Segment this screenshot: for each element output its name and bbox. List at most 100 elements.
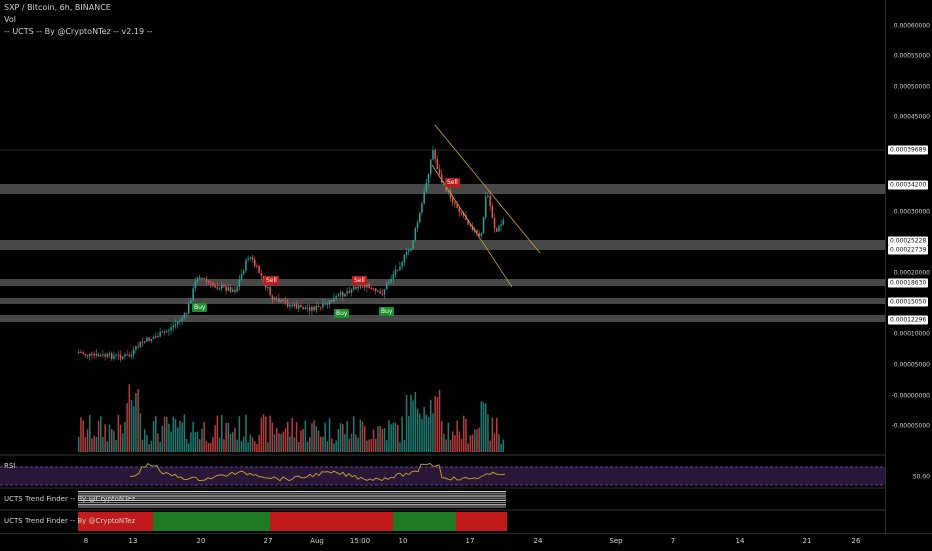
- candle-body: [196, 277, 199, 282]
- trend-cell: [426, 512, 429, 531]
- time-tick: 17: [465, 537, 475, 545]
- trend-cell: [222, 512, 225, 531]
- candle-body: [350, 289, 353, 293]
- volume-bar: [306, 441, 309, 452]
- candle-body: [251, 257, 254, 260]
- candle-body: [471, 226, 474, 231]
- volume-bar: [375, 438, 377, 452]
- trend-cell: [171, 512, 174, 531]
- trend-cell: [435, 512, 438, 531]
- candle-body: [80, 351, 82, 353]
- trend-cell: [390, 512, 393, 531]
- trend-cell: [273, 512, 276, 531]
- volume-bar: [126, 403, 128, 452]
- volume-bar: [441, 421, 443, 452]
- price-axis[interactable]: 0.00060000 0.00055000 0.00050000 0.00045…: [885, 0, 932, 533]
- candle-body: [366, 283, 368, 288]
- volume-bar: [163, 416, 166, 452]
- candle-body: [146, 337, 148, 342]
- volume-bar: [199, 439, 201, 452]
- trend-cell: [378, 512, 381, 531]
- volume-bar: [95, 437, 98, 452]
- candle-body: [502, 220, 505, 225]
- trend-cell: [183, 512, 186, 531]
- price-chart-svg[interactable]: [0, 0, 885, 533]
- volume-bar: [102, 436, 104, 452]
- volume-bar: [423, 406, 425, 452]
- candle-body: [111, 353, 113, 359]
- trend-stripe: [78, 502, 506, 504]
- candle-body: [223, 285, 225, 287]
- candle-body: [403, 254, 406, 263]
- trend-cell: [195, 512, 198, 531]
- trend-cell: [105, 512, 108, 531]
- volume-bar: [212, 437, 214, 452]
- candle-body: [108, 353, 111, 355]
- candle-body: [207, 281, 210, 283]
- volume-bar: [89, 414, 91, 452]
- volume-bar: [78, 436, 80, 452]
- trend-cell: [219, 512, 222, 531]
- trend-cell: [138, 512, 141, 531]
- candle-body: [194, 281, 197, 289]
- candle-body: [353, 286, 355, 290]
- trend-cell: [132, 512, 135, 531]
- candle-body: [421, 203, 423, 213]
- candle-body: [485, 196, 487, 218]
- trend-cell: [480, 512, 483, 531]
- candle-body: [496, 228, 498, 232]
- candle-body: [236, 286, 238, 292]
- candle-body: [449, 190, 452, 198]
- time-axis[interactable]: 8 13 20 27 Aug 15:00 10 17 24 Sep 7 14 2…: [0, 533, 932, 551]
- candle-body: [273, 297, 276, 300]
- candle-body: [287, 302, 289, 307]
- candle-body: [298, 305, 300, 309]
- volume-bar: [91, 438, 93, 452]
- candle-body: [306, 307, 309, 309]
- trend-cell: [144, 512, 147, 531]
- candle-body: [487, 195, 489, 197]
- candle-body: [432, 150, 434, 160]
- candle-body: [117, 354, 120, 356]
- trendline-upper: [434, 124, 541, 254]
- volume-bar: [247, 442, 249, 452]
- volume-bar: [137, 389, 139, 452]
- volume-bar: [148, 443, 150, 452]
- volume-bar: [445, 439, 447, 452]
- candle-body: [476, 229, 478, 233]
- trend-cell: [150, 512, 153, 531]
- candle-body: [159, 331, 161, 337]
- volume-bar: [291, 418, 293, 452]
- trend-cell: [420, 512, 423, 531]
- symbol-title: SXP / Bitcoin, 6h, BINANCE: [4, 3, 111, 12]
- candle-body: [163, 331, 166, 333]
- volume-bar: [185, 438, 188, 452]
- trend-cell: [303, 512, 306, 531]
- trend-cell: [327, 512, 330, 531]
- time-tick: 13: [128, 537, 138, 545]
- volume-bar: [256, 443, 258, 452]
- trend-cell: [423, 512, 426, 531]
- candle-body: [249, 257, 252, 259]
- volume-bar: [265, 416, 267, 452]
- price-tick: 0.00030000: [893, 208, 930, 216]
- candle-body: [377, 290, 379, 292]
- candle-body: [260, 273, 263, 276]
- chart-area[interactable]: SXP / Bitcoin, 6h, BINANCE Vol -- UCTS -…: [0, 0, 885, 533]
- trend-cell: [414, 512, 417, 531]
- time-tick: Sep: [609, 537, 623, 545]
- volume-bar: [469, 435, 472, 452]
- trend-cell: [489, 512, 492, 531]
- volume-bar: [287, 421, 289, 452]
- trend-cell: [363, 512, 366, 531]
- trend-stripe: [78, 506, 506, 508]
- trend-cell: [417, 512, 420, 531]
- volume-bar: [262, 414, 265, 452]
- trend-cell: [120, 512, 123, 531]
- sr-zone: [0, 240, 885, 250]
- volume-bar: [196, 431, 199, 452]
- candle-body: [86, 355, 89, 357]
- volume-bar: [254, 441, 256, 452]
- trend-cell: [477, 512, 480, 531]
- price-level-tag: 0.00018630: [888, 278, 929, 288]
